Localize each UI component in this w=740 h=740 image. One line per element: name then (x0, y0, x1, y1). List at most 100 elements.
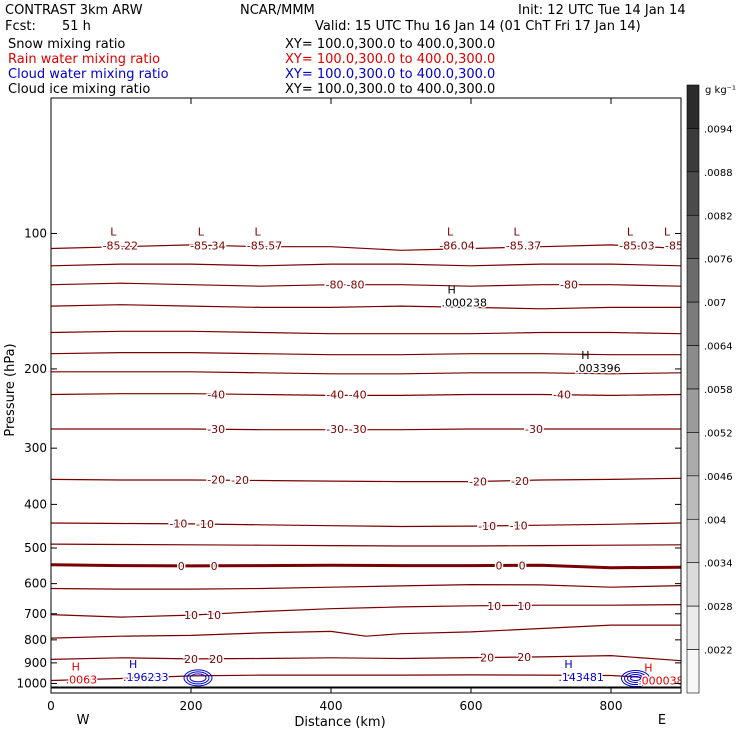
plot-inner: -80 -80 -80-40 -40 -40 -40-30 -30 -30 -30-20 -20-… (51, 225, 683, 690)
y-tick-label-9: 1000 (16, 676, 47, 690)
low-marker-0: L-85.22 (101, 225, 139, 254)
colorbar-cell-9 (686, 475, 700, 520)
x-axis-label: Distance (km) (294, 715, 385, 730)
contour-label-19: 0 (178, 560, 185, 573)
contour-label-24: 10 (517, 600, 531, 613)
contour-label-21: 0 (496, 560, 503, 573)
cloud-water-ring (621, 670, 650, 688)
temperature-contour-16 (51, 654, 681, 662)
temperature-contour-13 (51, 583, 681, 590)
contour-label-15: -10 (169, 517, 187, 530)
contour-label-1: -80 (347, 279, 365, 292)
colorbar: .0094 .0088 .0082 .0076 .007 .0064 .0058 .0052.… (686, 84, 733, 694)
temperature-contour-4 (51, 330, 681, 335)
low-value: -85.34 (190, 239, 225, 252)
y-tick-label-6: 700 (24, 607, 47, 621)
contour-label-22: 0 (519, 560, 526, 573)
cloud-water-ring (624, 672, 647, 686)
y-tick-label-3: 400 (24, 497, 47, 511)
low-value: -85 (665, 239, 683, 252)
contour-label-30: 20 (517, 651, 531, 664)
high-marker-5: H.0063 (64, 661, 99, 689)
colorbar-label-8: .0046 (704, 472, 733, 483)
temperature-contour-1 (51, 263, 681, 267)
plot-content: -80 -80 -80-40 -40 -40 -40-30 -30 -30 -30-20 -20-… (51, 225, 683, 690)
temperature-contour-17 (51, 674, 681, 682)
colorbar-cell-7 (686, 388, 700, 433)
high-marker-4: H.00003872 (637, 662, 681, 690)
contour-label-12: -20 (231, 474, 249, 487)
colorbar-label-0: .0094 (704, 124, 733, 135)
low-value: -85.57 (247, 239, 282, 252)
y-tick-label-7: 800 (24, 633, 47, 647)
contour-label-9: -30 (349, 423, 367, 436)
init-time: Init: 12 UTC Tue 14 Jan 14 (518, 3, 686, 18)
contour-label-29: 20 (480, 652, 494, 665)
colorbar-label-11: .0028 (704, 602, 733, 613)
plot-frame (50, 97, 682, 694)
contour-label-2: -80 (560, 279, 578, 292)
low-marker-2: L-85.57 (245, 225, 283, 254)
low-marker-3: L-86.04 (438, 225, 476, 254)
contour-label-13: -20 (469, 476, 487, 489)
colorbar-cell-0 (686, 84, 700, 129)
temperature-contour-11 (51, 543, 681, 547)
x-label-west: W (77, 713, 90, 728)
low-letter: L (664, 225, 671, 238)
colorbar-cell-8 (686, 432, 700, 477)
colorbar-cell-5 (686, 301, 700, 346)
cloud-water-blob-1 (621, 670, 650, 688)
colorbar-cell-6 (686, 345, 700, 390)
valid-time: Valid: 15 UTC Thu 16 Jan 14 (01 ChT Fri … (315, 19, 641, 34)
temperature-contour-7 (51, 393, 681, 397)
cloud-water-ring (183, 669, 213, 687)
low-letter: L (514, 225, 521, 238)
center-title: NCAR/MMM (240, 3, 315, 18)
contour-label-11: -20 (207, 473, 225, 486)
colorbar-label-6: .0058 (704, 385, 733, 396)
colorbar-cell-10 (686, 518, 700, 564)
colorbar-label-7: .0052 (704, 428, 733, 439)
temperature-contour-0 (51, 244, 681, 251)
high-value: .003396 (575, 362, 621, 375)
x-label-east: E (658, 713, 666, 728)
high-value: .0063 (66, 674, 98, 687)
high-letter: H (581, 349, 589, 362)
temperature-contour-2 (51, 282, 681, 287)
temperature-contour-15 (51, 624, 681, 639)
colorbar-label-9: .004 (704, 515, 726, 526)
high-letter: H (564, 658, 572, 671)
contour-label-16: -10 (196, 518, 214, 531)
colorbar-label-10: .0034 (704, 559, 733, 570)
high-marker-3: H.143481 (557, 658, 606, 686)
temperature-contour-10 (51, 522, 681, 528)
contour-label-10: -30 (525, 423, 543, 436)
temperature-contour-12 (51, 563, 681, 570)
colorbar-cell-13 (686, 649, 700, 694)
low-value: -85.22 (103, 239, 138, 252)
contour-label-3: -40 (207, 389, 225, 402)
temperature-contour-5 (51, 352, 681, 356)
cloud-water-ring (189, 673, 207, 683)
contour-label-7: -30 (207, 423, 225, 436)
high-marker-0: H.000238 (440, 283, 489, 311)
low-letter: L (110, 225, 117, 238)
cloud-water-blob-0 (183, 669, 213, 687)
cloud-water-ring (627, 674, 644, 684)
high-letter: H (129, 658, 137, 671)
high-value: .000238 (442, 296, 488, 309)
y-axis-label: Pressure (hPa) (3, 343, 18, 436)
colorbar-cell-2 (686, 171, 700, 216)
contour-label-14: -20 (511, 475, 529, 488)
low-letter: L (198, 225, 205, 238)
field-xy-cloud-ice: XY= 100.0,300.0 to 400.0,300.0 (285, 82, 495, 97)
field-legend: Snow mixing ratio XY= 100.0,300.0 to 400… (8, 37, 495, 97)
colorbar-cell-12 (686, 605, 700, 650)
contour-label-20: 0 (211, 560, 218, 573)
contour-label-26: 10 (207, 609, 221, 622)
low-letter: L (447, 225, 454, 238)
low-marker-5: L-85.03 (618, 225, 656, 254)
temperature-contour-9 (51, 477, 681, 483)
colorbar-label-2: .0082 (704, 211, 733, 222)
